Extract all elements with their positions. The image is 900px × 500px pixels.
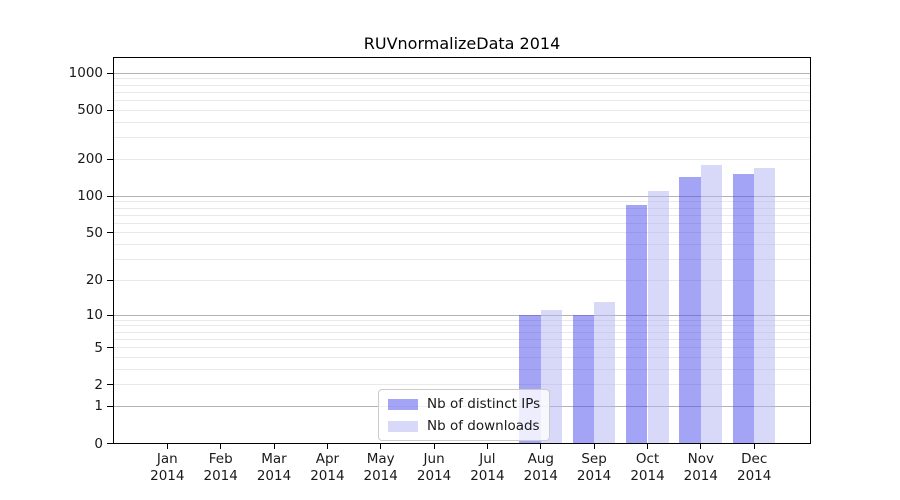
chart-title: RUVnormalizeData 2014 [363, 34, 561, 53]
x-tick-sep [593, 444, 595, 449]
gridline-y-5 [114, 347, 810, 348]
gridline-y-700 [114, 91, 810, 93]
x-tick-jun [433, 444, 435, 449]
gridline-y-400 [114, 121, 810, 123]
gridline-y-7 [114, 331, 810, 333]
bar-downloads-sep [594, 301, 616, 443]
x-tick-dec [753, 444, 755, 449]
y-tick-2 [107, 384, 113, 386]
y-tick-label-100: 100 [77, 188, 103, 205]
x-tick-jan [166, 444, 168, 449]
legend-swatch-distinct-ips [388, 398, 418, 410]
gridline-y-60 [114, 222, 810, 224]
y-tick-label-10: 10 [85, 307, 103, 323]
y-tick-10 [107, 314, 113, 316]
y-tick-50 [107, 232, 113, 234]
gridline-y-600 [114, 100, 810, 102]
y-tick-20 [107, 279, 113, 281]
x-tick-apr [326, 444, 328, 449]
gridline-y-9 [114, 319, 810, 321]
x-tick-label-dec: Dec 2014 [737, 451, 772, 484]
x-tick-label-apr: Apr 2014 [310, 451, 345, 484]
legend-item-downloads: Nb of downloads [388, 417, 540, 435]
x-tick-label-jun: Jun 2014 [416, 451, 452, 484]
y-tick-200 [107, 158, 113, 160]
x-tick-label-jul: Jul 2014 [470, 451, 505, 484]
gridline-y-300 [114, 137, 810, 139]
y-tick-label-1000: 1000 [68, 65, 103, 82]
legend-label-distinct-ips: Nb of distinct IPs [427, 396, 541, 412]
x-tick-label-feb: Feb 2014 [203, 451, 238, 484]
bar-distinct-ips-sep [572, 314, 595, 443]
bar-downloads-nov [700, 164, 723, 443]
plot-area [113, 57, 811, 444]
gridline-y-10 [114, 314, 810, 316]
legend: Nb of distinct IPs Nb of downloads [378, 389, 551, 441]
bar-distinct-ips-nov [679, 176, 701, 443]
gridline-y-50 [114, 232, 810, 234]
x-tick-may [380, 444, 382, 449]
bar-downloads-dec [754, 168, 776, 443]
y-tick-label-50: 50 [85, 224, 103, 241]
x-tick-label-aug: Aug 2014 [523, 451, 558, 484]
y-tick-1 [107, 405, 113, 407]
y-tick-5 [107, 347, 113, 348]
y-tick-label-200: 200 [77, 151, 103, 168]
y-tick-label-20: 20 [85, 272, 103, 289]
gridline-y-500 [114, 109, 810, 111]
x-tick-label-jan: Jan 2014 [150, 451, 185, 484]
y-tick-label-5: 5 [94, 339, 103, 356]
gridline-y-70 [114, 214, 810, 216]
x-tick-feb [220, 444, 222, 449]
x-tick-oct [647, 444, 648, 449]
x-tick-nov [700, 444, 702, 449]
y-tick-label-0: 0 [94, 435, 103, 452]
bar-downloads-oct [647, 190, 669, 443]
gridline-y-100 [114, 195, 810, 197]
bar-distinct-ips-oct [626, 204, 648, 443]
gridline-y-30 [114, 259, 810, 260]
x-tick-label-mar: Mar 2014 [256, 451, 292, 484]
gridline-y-20 [114, 279, 810, 281]
legend-item-distinct-ips: Nb of distinct IPs [388, 395, 540, 413]
gridline-y-800 [114, 84, 810, 86]
gridline-y-200 [114, 158, 810, 160]
legend-label-downloads: Nb of downloads [427, 418, 540, 434]
gridline-y-4 [114, 356, 810, 358]
y-tick-500 [107, 109, 113, 111]
y-tick-100 [107, 195, 113, 197]
x-tick-mar [273, 444, 275, 449]
y-tick-label-1: 1 [94, 398, 103, 415]
x-tick-jul [486, 444, 488, 449]
gridline-y-80 [114, 207, 810, 209]
gridline-y-40 [114, 244, 810, 245]
gridline-y-900 [114, 78, 810, 80]
x-tick-label-oct: Oct 2014 [630, 451, 665, 484]
gridline-y-3 [114, 368, 810, 370]
y-tick-0 [107, 443, 113, 444]
y-tick-1000 [107, 72, 113, 74]
y-tick-label-500: 500 [77, 102, 103, 119]
gridline-y-6 [114, 338, 810, 340]
x-tick-label-sep: Sep 2014 [576, 451, 612, 484]
y-tick-label-2: 2 [94, 376, 103, 393]
gridline-y-1000 [114, 72, 810, 74]
x-tick-label-nov: Nov 2014 [683, 451, 718, 484]
legend-swatch-downloads [388, 420, 418, 432]
x-tick-aug [540, 444, 542, 449]
x-tick-label-may: May 2014 [363, 451, 398, 484]
bar-distinct-ips-dec [732, 173, 755, 443]
gridline-y-90 [114, 201, 810, 203]
gridline-y-8 [114, 325, 810, 327]
gridline-y-2 [114, 384, 810, 386]
